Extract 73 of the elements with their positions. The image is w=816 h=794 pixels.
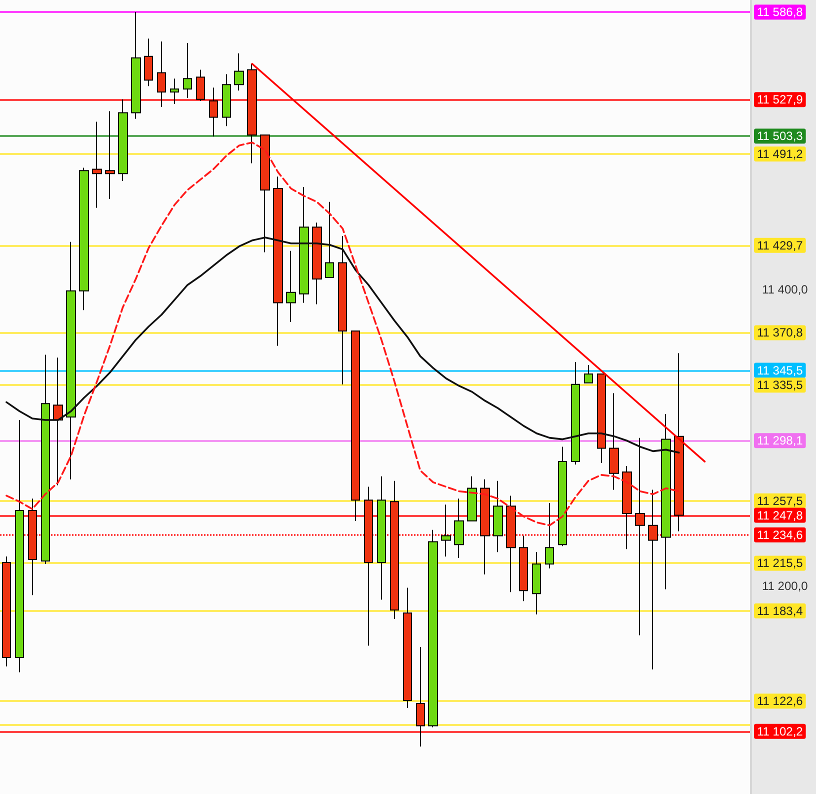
candlestick <box>66 241 76 480</box>
candlestick <box>183 42 192 98</box>
ref-line-label: 11 527,9 <box>757 92 804 107</box>
candlestick <box>273 176 283 346</box>
candlestick <box>390 480 399 620</box>
candlestick <box>196 69 205 102</box>
ref-line-label: 11 491,2 <box>757 147 804 162</box>
ref-line-label: 11 234,6 <box>757 528 804 542</box>
ref-line-label: 11 586,8 <box>757 5 804 20</box>
candlestick <box>118 98 128 182</box>
candlestick <box>364 486 373 646</box>
ref-line-label: 11 183,4 <box>757 604 804 618</box>
candlestick <box>441 504 451 558</box>
candlestick <box>53 357 63 486</box>
ref-line-label: 11 257,5 <box>757 494 804 508</box>
ref-line-label: 11 429,7 <box>757 238 804 252</box>
candlestick <box>144 38 153 87</box>
ref-line-label: 11 298,1 <box>757 434 804 448</box>
candlestick <box>247 63 257 164</box>
candlestick <box>312 222 322 305</box>
candlestick <box>157 41 166 108</box>
candlestick <box>2 556 11 667</box>
line-series <box>6 236 680 454</box>
candlestick <box>648 489 658 670</box>
candlestick <box>428 529 438 728</box>
candlestick <box>506 495 516 593</box>
candlestick <box>15 420 24 673</box>
candlestick <box>622 466 632 550</box>
candlestick <box>260 134 270 253</box>
ref-line-label: 11 370,8 <box>757 326 804 340</box>
candlestick <box>532 552 541 615</box>
y-tick-label: 11 200,0 <box>762 579 808 594</box>
candlestick <box>299 186 309 304</box>
candlestick <box>454 498 464 559</box>
ref-line-label: 11 122,6 <box>757 694 804 708</box>
candlestick <box>571 362 580 466</box>
candlestick <box>416 646 425 748</box>
candlestick <box>325 201 334 278</box>
candlestick <box>609 392 619 490</box>
candlestick <box>105 110 115 200</box>
candlestick <box>635 437 645 636</box>
candlestick <box>480 478 490 575</box>
ref-line-label: 11 247,8 <box>757 508 804 522</box>
candlestick <box>338 235 347 385</box>
ref-line-label: 11 102,2 <box>757 724 804 738</box>
line-series <box>6 142 680 526</box>
y-tick-label: 11 400,0 <box>762 282 808 296</box>
candlestick <box>519 535 528 602</box>
candlestick <box>558 446 567 547</box>
candlestick <box>545 502 554 569</box>
candlestick <box>28 498 37 596</box>
candlestick <box>286 250 296 323</box>
candlestick <box>234 52 244 92</box>
candlestick <box>584 364 593 384</box>
ref-line-label: 11 503,3 <box>757 129 804 144</box>
candlestick <box>222 74 231 127</box>
candlestick <box>170 78 179 104</box>
ref-line-label: 11 215,5 <box>757 556 804 570</box>
ref-line-label: 11 335,5 <box>757 378 804 392</box>
candlestick <box>661 414 671 590</box>
candlestick <box>403 587 412 708</box>
candlestick <box>131 12 141 120</box>
candlestick <box>41 354 50 564</box>
candlestick <box>674 352 684 532</box>
candlestick <box>467 476 477 522</box>
candlestick <box>597 373 606 464</box>
candlestick <box>92 121 102 208</box>
candlestick <box>209 87 218 138</box>
candlestick <box>493 480 503 553</box>
candlestick <box>79 167 89 311</box>
ref-line-label: 11 345,5 <box>757 363 804 378</box>
candlestick <box>377 476 386 600</box>
candlestick <box>351 330 360 522</box>
